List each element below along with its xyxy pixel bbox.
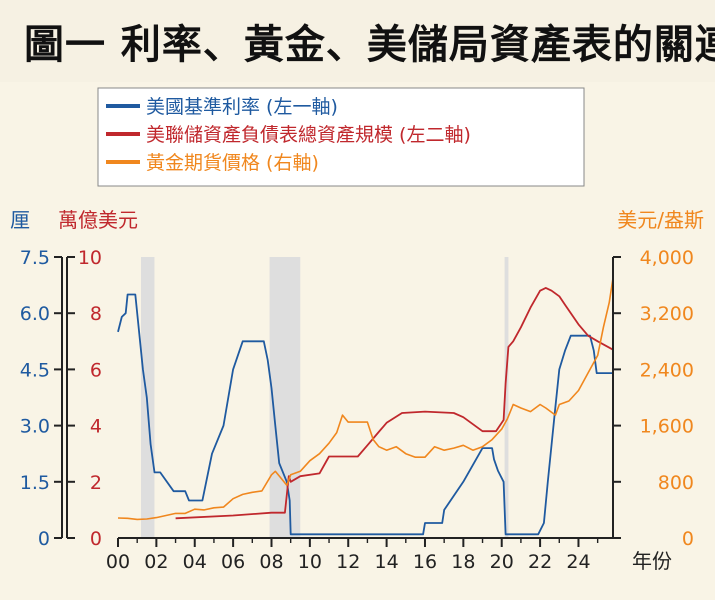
recession-band — [269, 257, 301, 538]
legend-label: 美聯儲資產負債表總資產規模 (左二軸) — [146, 124, 471, 146]
left2-tick-label: 0 — [90, 528, 102, 550]
series-line — [117, 277, 614, 521]
right-tick-label: 1,600 — [640, 416, 694, 438]
left1-unit-label: 厘 — [10, 208, 30, 232]
x-tick-label: 20 — [490, 551, 514, 573]
left2-tick-label: 8 — [90, 303, 102, 325]
left1-tick-label: 3.0 — [20, 416, 50, 438]
recession-shading — [141, 257, 509, 538]
left1-tick-label: 6.0 — [20, 303, 50, 325]
x-tick-label: 06 — [221, 551, 245, 573]
series-line — [175, 286, 614, 520]
legend: 美國基準利率 (左一軸) 美聯儲資產負債表總資產規模 (左二軸) 黃金期貨價格 (右… — [97, 87, 585, 187]
title-bar: 圖一 利率、黃金、美儲局資產表的關連 — [0, 0, 715, 78]
legend-label: 黃金期貨價格 (右軸) — [146, 152, 319, 174]
x-tick-label: 00 — [106, 551, 130, 573]
right-tick-label: 0 — [682, 528, 694, 550]
left2-tick-label: 10 — [78, 247, 102, 269]
right-tick-label: 3,200 — [640, 303, 694, 325]
x-unit-label: 年份 — [632, 549, 672, 573]
series-line — [117, 293, 613, 536]
x-tick-label: 18 — [451, 551, 475, 573]
left2-tick-label: 2 — [90, 472, 102, 494]
left1-tick-label: 7.5 — [20, 247, 50, 269]
legend-box — [97, 87, 585, 187]
x-tick-label: 08 — [259, 551, 283, 573]
left1-tick-label: 4.5 — [20, 359, 50, 381]
left2-unit-label: 萬億美元 — [58, 208, 138, 232]
chart: 01.53.04.56.07.5024681008001,6002,4003,2… — [10, 87, 704, 573]
recession-band — [504, 257, 509, 538]
left2-tick-label: 6 — [90, 359, 102, 381]
x-tick-label: 02 — [144, 551, 168, 573]
axes: 01.53.04.56.07.5024681008001,6002,4003,2… — [10, 208, 704, 573]
x-tick-label: 24 — [566, 551, 590, 573]
series-lines — [117, 277, 614, 536]
x-tick-label: 10 — [298, 551, 322, 573]
x-tick-label: 22 — [528, 551, 552, 573]
x-tick-label: 16 — [413, 551, 437, 573]
left1-tick-label: 1.5 — [20, 472, 50, 494]
legend-label: 美國基準利率 (左一軸) — [146, 96, 338, 118]
right-unit-label: 美元/盎斯 — [617, 208, 704, 232]
right-tick-label: 800 — [658, 472, 694, 494]
left1-tick-label: 0 — [38, 528, 50, 550]
chart-panel: 0 1.5 3.0 4.5 6.0 7.5 0 2 4 6 8 10 0 800 1,600 2,400 3,2… — [0, 82, 715, 600]
x-tick-label: 14 — [375, 551, 399, 573]
page-title: 圖一 利率、黃金、美儲局資產表的關連 — [24, 21, 715, 68]
x-tick-label: 12 — [336, 551, 360, 573]
left2-tick-label: 4 — [90, 416, 102, 438]
recession-band — [141, 257, 155, 538]
x-tick-label: 04 — [183, 551, 207, 573]
right-tick-label: 2,400 — [640, 359, 694, 381]
right-tick-label: 4,000 — [640, 247, 694, 269]
